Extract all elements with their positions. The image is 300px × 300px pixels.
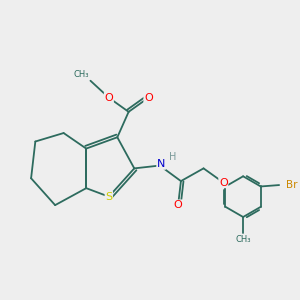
Text: O: O <box>174 200 182 210</box>
Text: O: O <box>104 93 113 103</box>
Text: H: H <box>169 152 176 162</box>
Text: S: S <box>105 192 112 202</box>
Text: CH₃: CH₃ <box>236 235 251 244</box>
Text: Br: Br <box>286 180 298 190</box>
Text: O: O <box>219 178 228 188</box>
Text: O: O <box>144 93 153 103</box>
Text: CH₃: CH₃ <box>74 70 89 79</box>
Text: N: N <box>157 159 165 169</box>
